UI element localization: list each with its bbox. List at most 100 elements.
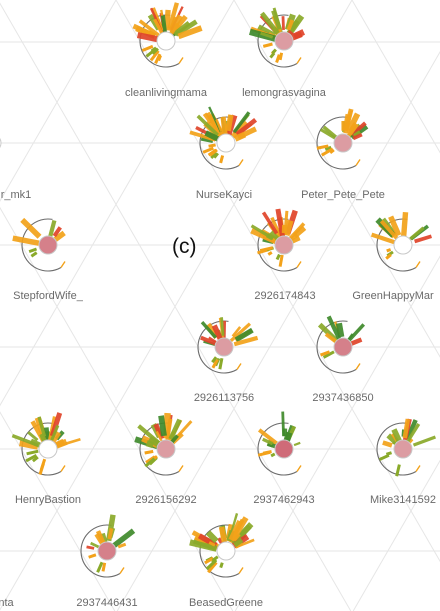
user-label-2937446431: 2937446431 [76,597,138,609]
activity-bar [344,110,353,131]
activity-bar [207,561,218,574]
activity-bar [385,451,392,456]
user-glyph [12,217,66,272]
user-glyph [0,137,2,149]
arc-tail [119,567,125,574]
activity-bar [370,232,397,245]
user-label-2926156292: 2926156292 [135,494,197,506]
user-label-nursekayci: NurseKayci [195,189,253,201]
user-label-lemongrasvagina: lemongrasvagina [242,87,326,99]
arc-tail [296,57,302,64]
activity-bar [386,433,398,445]
activity-bar [145,440,154,449]
activity-bar [235,117,258,137]
activity-bar [48,219,57,237]
activity-bar [322,350,335,359]
activity-bar [350,121,367,137]
user-label-2937462943: 2937462943 [253,494,315,506]
user-label-2926113756: 2926113756 [193,392,255,404]
activity-bar [154,53,162,65]
activity-bar [346,122,359,136]
user-label-2937436850: 2937436850 [312,392,374,404]
activity-bar [211,356,218,364]
user-node [393,235,413,255]
activity-bar [189,539,218,552]
activity-bar [233,537,244,548]
activity-bar [37,416,47,437]
activity-bar [173,21,191,37]
activity-bar [218,357,224,370]
activity-bar [196,114,219,137]
user-label-nta: nta [0,597,14,609]
activity-bar [160,15,168,35]
activity-bar [101,562,107,572]
activity-bar [278,52,284,61]
user-glyph [316,315,366,374]
user-node [0,137,2,149]
user-label-peter-pete-pete: Peter_Pete_Pete [301,189,385,201]
activity-arc [199,116,240,170]
activity-bar [270,216,283,238]
user-glyph [370,211,432,272]
activity-bar [211,324,224,342]
activity-bar [412,435,437,447]
activity-bar [39,433,47,443]
activity-bar [388,215,402,237]
activity-bar [271,9,282,30]
activity-bar [409,226,425,241]
activity-bar [209,148,218,157]
panel-label: (c) [172,235,197,258]
activity-bar [233,335,259,347]
activity-bar [229,322,252,343]
activity-arc [197,320,238,374]
activity-bar [177,25,203,40]
user-node [38,439,58,459]
activity-bar [205,530,219,544]
activity-bar [167,2,180,30]
user-glyph [376,418,437,477]
activity-bar [18,440,39,450]
user-label-2926174843: 2926174843 [254,290,316,302]
activity-bar [138,19,161,38]
activity-bar [395,464,401,477]
activity-bar [12,235,40,246]
activity-bar [352,133,363,141]
activity-bar [220,116,228,135]
activity-bar [202,146,214,154]
user-label-greenhappymar: GreenHappyMar [352,290,434,302]
activity-bar [270,452,276,458]
activity-bar [43,427,50,441]
arc-tail [178,465,184,472]
activity-bar [292,29,306,40]
activity-bar [112,528,136,548]
activity-bar [335,322,345,338]
activity-bar [50,431,62,444]
activity-bar [225,114,234,132]
activity-bar [405,419,418,440]
arc-tail [296,465,302,472]
activity-bar [88,553,97,559]
activity-bar [141,44,154,52]
user-node [38,235,58,255]
user-glyph [316,108,369,170]
user-node [216,133,236,153]
activity-bar [400,211,409,237]
activity-bar [200,320,218,339]
activity-bar [31,455,39,463]
user-label-r-mk1: r_mk1 [0,189,32,201]
user-glyph [257,411,302,476]
user-label-beasedgreene: BeasedGreene [189,597,263,609]
user-node [214,337,234,357]
arc-tail [60,261,66,268]
activity-bar [293,441,301,447]
arc-tail [355,363,361,370]
activity-bar [281,16,285,30]
activity-bar [50,424,60,441]
user-node [393,439,413,459]
activity-bar [211,358,219,369]
activity-bar [267,251,273,256]
user-glyph [80,514,136,578]
activity-bar [220,317,225,336]
activity-bar [260,31,274,39]
